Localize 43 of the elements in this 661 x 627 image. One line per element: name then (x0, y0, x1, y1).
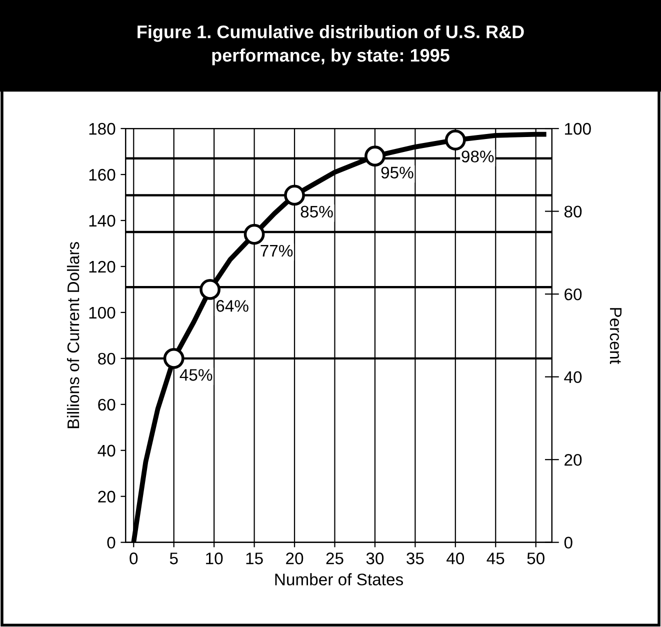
annotation: 45% (180, 369, 212, 381)
point (444, 130, 466, 150)
x-tick-label: 0 (130, 552, 138, 564)
y2-axis-title: Percent (610, 308, 622, 364)
y-tick-label: 180 (89, 122, 116, 135)
y-tick-label: 100 (89, 306, 116, 319)
point (364, 146, 386, 167)
x-tick-label: 25 (326, 552, 344, 564)
y-tick-label: 20 (98, 490, 116, 503)
y-tick-label: 40 (98, 444, 116, 457)
y2-tick-label: 0 (564, 536, 572, 549)
x-tick-label: 30 (366, 552, 384, 564)
point (284, 184, 305, 206)
y-tick-label: 120 (89, 260, 116, 273)
y-tick-label: 80 (98, 352, 116, 365)
x-tick-label: 10 (206, 552, 223, 564)
annotation: 85% (300, 206, 333, 218)
x-tick-label: 50 (527, 552, 544, 564)
annotation: 77% (260, 244, 293, 257)
y2-tick-label: 100 (565, 122, 591, 135)
y-tick-label: 0 (107, 536, 116, 549)
y2-tick-label: 60 (564, 288, 582, 300)
x-tick-label: 20 (286, 552, 304, 564)
y-tick-label: 140 (89, 214, 116, 227)
y2-tick-label: 20 (564, 454, 582, 466)
annotation: 64% (216, 300, 248, 312)
point (163, 348, 184, 369)
y2-tick-label: 40 (564, 371, 582, 384)
y-axis-title: Billions of Current Dollars (66, 242, 80, 428)
x-tick-label: 45 (486, 552, 504, 564)
point (200, 279, 220, 300)
x-axis-title: Number of States (275, 573, 404, 586)
chart-title: Figure 1. Cumulative distribution of U.S. R&D performance, by state: 1995 (138, 25, 524, 66)
y-tick-label: 160 (89, 168, 116, 181)
y-tick-label: 60 (98, 398, 116, 411)
x-tick-label: 35 (406, 552, 424, 564)
x-tick-label: 40 (446, 552, 464, 564)
y2-tick-label: 80 (564, 206, 582, 218)
point (244, 224, 265, 245)
annotation: 98% (462, 150, 494, 162)
x-tick-label: 15 (246, 552, 263, 564)
x-tick-label: 5 (170, 552, 178, 564)
annotation: 95% (381, 166, 414, 179)
